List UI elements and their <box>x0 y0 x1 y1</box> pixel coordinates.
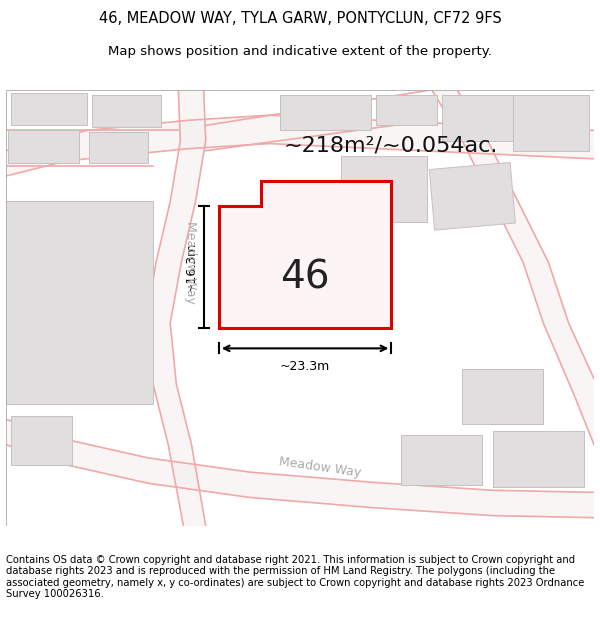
Text: 46: 46 <box>280 258 330 296</box>
Bar <box>8 131 79 163</box>
Bar <box>280 95 371 131</box>
Text: Meadow Way: Meadow Way <box>184 221 197 304</box>
Bar <box>11 93 87 126</box>
Bar <box>493 431 584 488</box>
Text: ~16.3m: ~16.3m <box>185 242 198 292</box>
Text: Contains OS data © Crown copyright and database right 2021. This information is : Contains OS data © Crown copyright and d… <box>6 554 584 599</box>
Bar <box>6 201 153 404</box>
Bar <box>376 95 437 126</box>
Text: Meadow Way: Meadow Way <box>278 455 362 479</box>
Text: ~218m²/~0.054ac.: ~218m²/~0.054ac. <box>284 136 499 156</box>
Bar <box>401 434 482 485</box>
Polygon shape <box>432 90 594 444</box>
Polygon shape <box>146 90 206 526</box>
Text: ~23.3m: ~23.3m <box>280 360 330 373</box>
Bar <box>92 95 161 128</box>
Bar <box>11 416 72 465</box>
Bar <box>513 95 589 151</box>
Bar <box>89 132 148 163</box>
Polygon shape <box>6 419 594 518</box>
Bar <box>341 156 427 222</box>
Text: 46, MEADOW WAY, TYLA GARW, PONTYCLUN, CF72 9FS: 46, MEADOW WAY, TYLA GARW, PONTYCLUN, CF… <box>98 11 502 26</box>
Bar <box>442 95 523 141</box>
Polygon shape <box>429 162 515 230</box>
Text: Map shows position and indicative extent of the property.: Map shows position and indicative extent… <box>108 45 492 58</box>
Bar <box>462 369 544 424</box>
Polygon shape <box>6 115 594 176</box>
Polygon shape <box>219 181 391 328</box>
